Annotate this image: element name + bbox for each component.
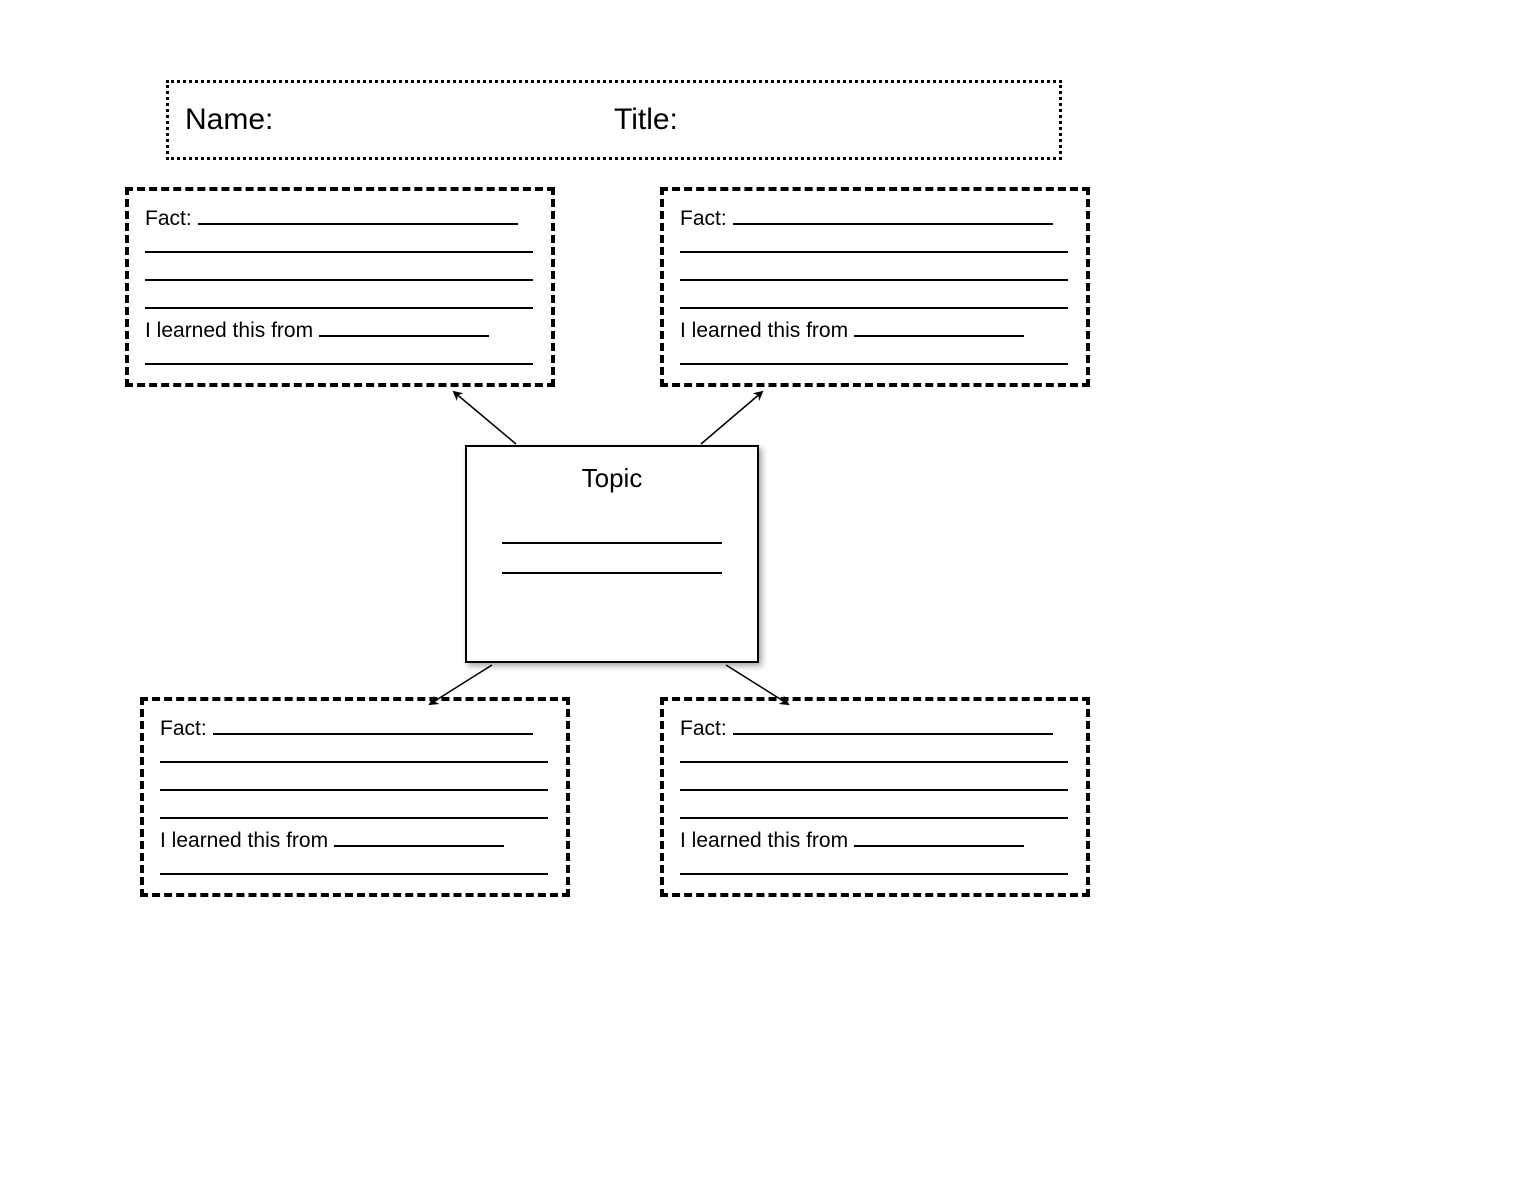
blank-line	[680, 799, 1068, 819]
fact-label: Fact:	[160, 717, 207, 740]
blank-line	[733, 205, 1053, 225]
blank-line	[198, 205, 518, 225]
learned-label: I learned this from	[145, 319, 313, 342]
blank-line	[733, 715, 1053, 735]
blank-line	[145, 289, 533, 309]
title-label: Title:	[614, 103, 1043, 137]
fact-label: Fact:	[680, 207, 727, 230]
header-box: Name: Title:	[166, 80, 1062, 160]
blank-line	[145, 233, 533, 253]
blank-line	[680, 743, 1068, 763]
blank-line	[145, 345, 533, 365]
blank-line	[680, 289, 1068, 309]
fact-label: Fact:	[145, 207, 192, 230]
fact-card-bottom-left: Fact: I learned this from	[140, 697, 570, 897]
fact-card-top-right: Fact: I learned this from	[660, 187, 1090, 387]
blank-line	[160, 771, 548, 791]
blank-line	[319, 317, 489, 337]
learned-label: I learned this from	[160, 829, 328, 852]
blank-line	[680, 855, 1068, 875]
fact-card-bottom-right: Fact: I learned this from	[660, 697, 1090, 897]
blank-line	[680, 345, 1068, 365]
fact-label: Fact:	[680, 717, 727, 740]
learned-label: I learned this from	[680, 319, 848, 342]
blank-line	[854, 317, 1024, 337]
blank-line	[160, 743, 548, 763]
topic-box: Topic	[465, 445, 759, 663]
blank-line	[213, 715, 533, 735]
fact-card-top-left: Fact: I learned this from	[125, 187, 555, 387]
blank-line	[854, 827, 1024, 847]
blank-line	[680, 771, 1068, 791]
topic-label: Topic	[467, 463, 757, 494]
connector-arrows	[0, 0, 1536, 1187]
worksheet-canvas: Name: Title: Fact: I learned this from F…	[0, 0, 1536, 1187]
blank-line	[160, 855, 548, 875]
blank-line	[334, 827, 504, 847]
blank-line	[680, 233, 1068, 253]
name-label: Name:	[185, 103, 614, 137]
blank-line	[502, 572, 722, 574]
blank-line	[160, 799, 548, 819]
blank-line	[145, 261, 533, 281]
blank-line	[680, 261, 1068, 281]
learned-label: I learned this from	[680, 829, 848, 852]
